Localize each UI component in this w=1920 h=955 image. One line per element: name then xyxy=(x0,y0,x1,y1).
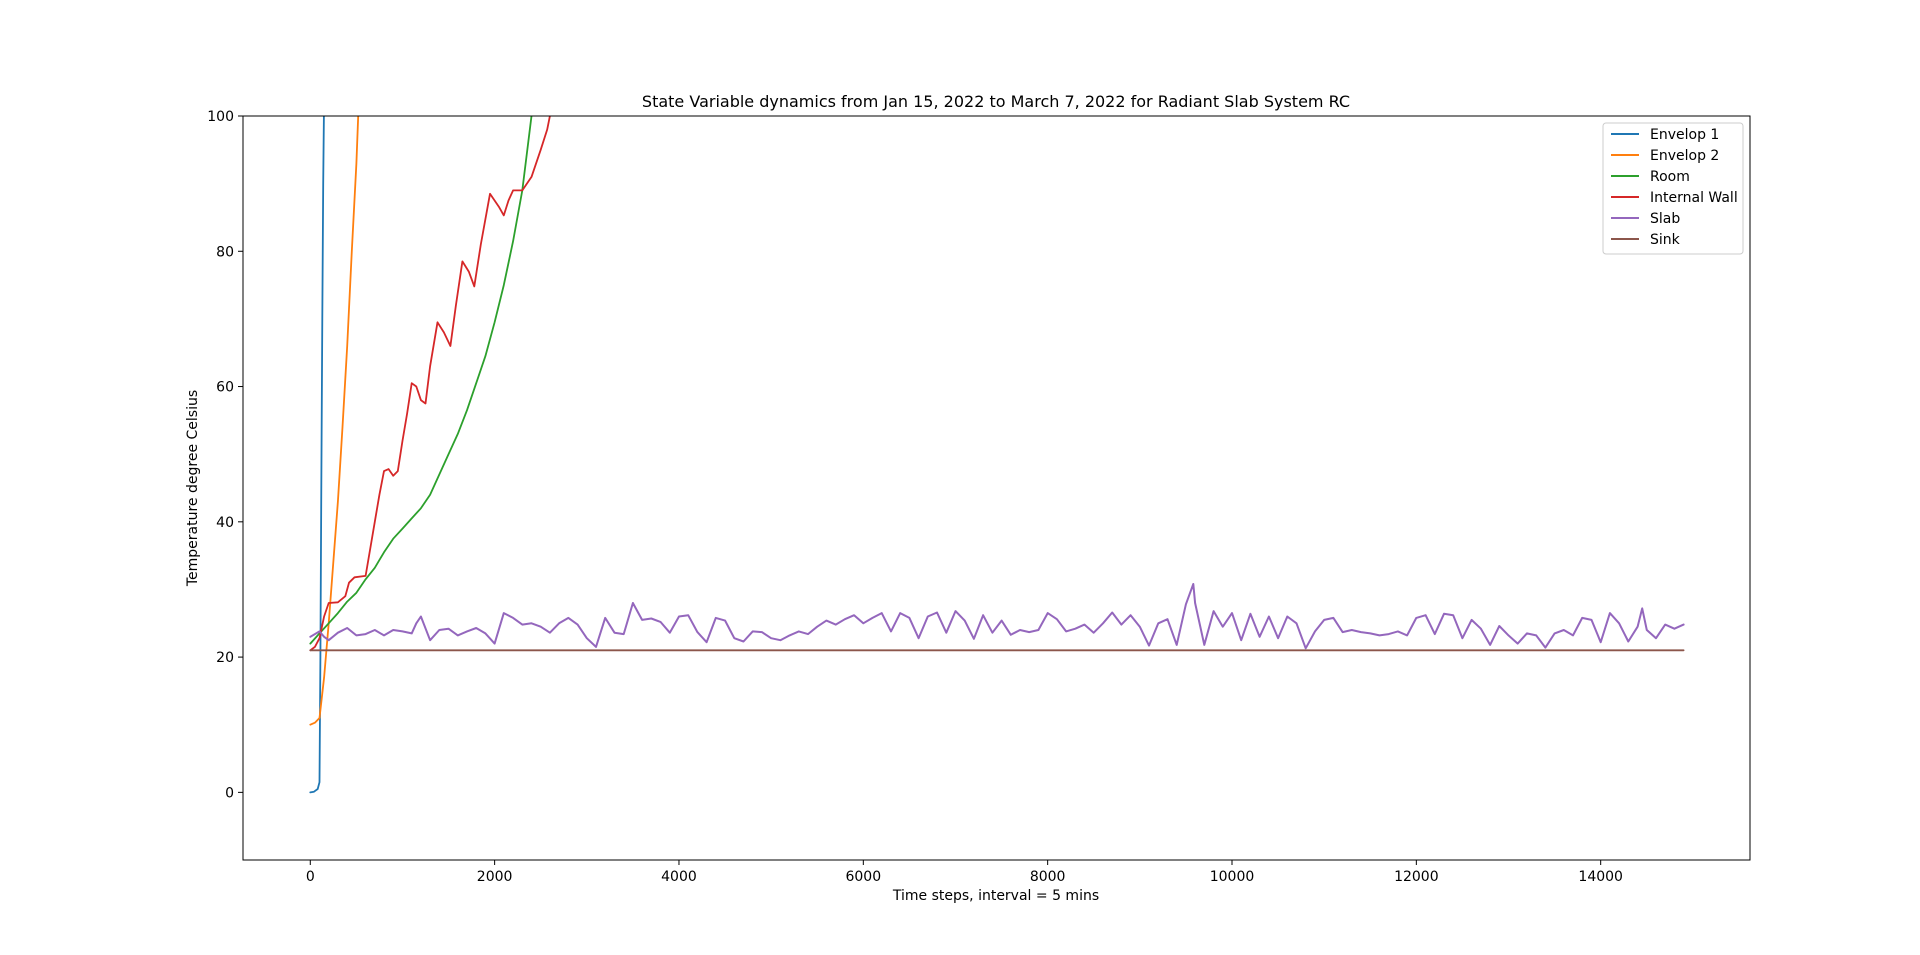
legend: Envelop 1 Envelop 2 Room Internal Wall Slab S… xyxy=(1602,122,1744,255)
y-tick-label: 100 xyxy=(207,109,234,125)
x-tick-label: 0 xyxy=(306,869,315,885)
x-tick-label: 2000 xyxy=(477,869,513,885)
series-line-slab xyxy=(309,583,1685,650)
x-axis-ticks: 0 2000 4000 6000 8000 10000 12000 14000 xyxy=(306,860,1623,885)
x-tick-label: 14000 xyxy=(1578,869,1623,885)
legend-label-internal-wall: Internal Wall xyxy=(1650,190,1738,206)
y-tick-label: 60 xyxy=(216,380,234,396)
series-line-envelop-2 xyxy=(309,116,360,726)
y-tick-label: 20 xyxy=(216,650,234,666)
y-tick-label: 80 xyxy=(216,244,234,260)
series-line-internal-wall xyxy=(309,116,551,652)
legend-label-room: Room xyxy=(1650,169,1690,185)
series-line-envelop-1 xyxy=(309,116,325,794)
legend-label-sink: Sink xyxy=(1650,232,1681,248)
legend-label-slab: Slab xyxy=(1650,211,1680,227)
x-tick-label: 4000 xyxy=(661,869,697,885)
x-tick-label: 10000 xyxy=(1210,869,1255,885)
y-axis-ticks: 0 20 40 60 80 100 xyxy=(207,109,243,801)
x-tick-label: 12000 xyxy=(1394,869,1439,885)
series-layer xyxy=(309,116,1685,794)
legend-label-envelop-2: Envelop 2 xyxy=(1650,148,1719,164)
x-tick-label: 6000 xyxy=(845,869,881,885)
series-line-room xyxy=(309,116,533,645)
y-tick-label: 0 xyxy=(225,785,234,801)
x-tick-label: 8000 xyxy=(1030,869,1066,885)
chart-title: State Variable dynamics from Jan 15, 202… xyxy=(642,92,1350,111)
legend-label-envelop-1: Envelop 1 xyxy=(1650,127,1719,143)
plot-area-frame xyxy=(242,115,1751,861)
y-tick-label: 40 xyxy=(216,515,234,531)
x-axis-label: Time steps, interval = 5 mins xyxy=(892,888,1099,904)
y-axis-label: Temperature degree Celsius xyxy=(185,390,201,587)
